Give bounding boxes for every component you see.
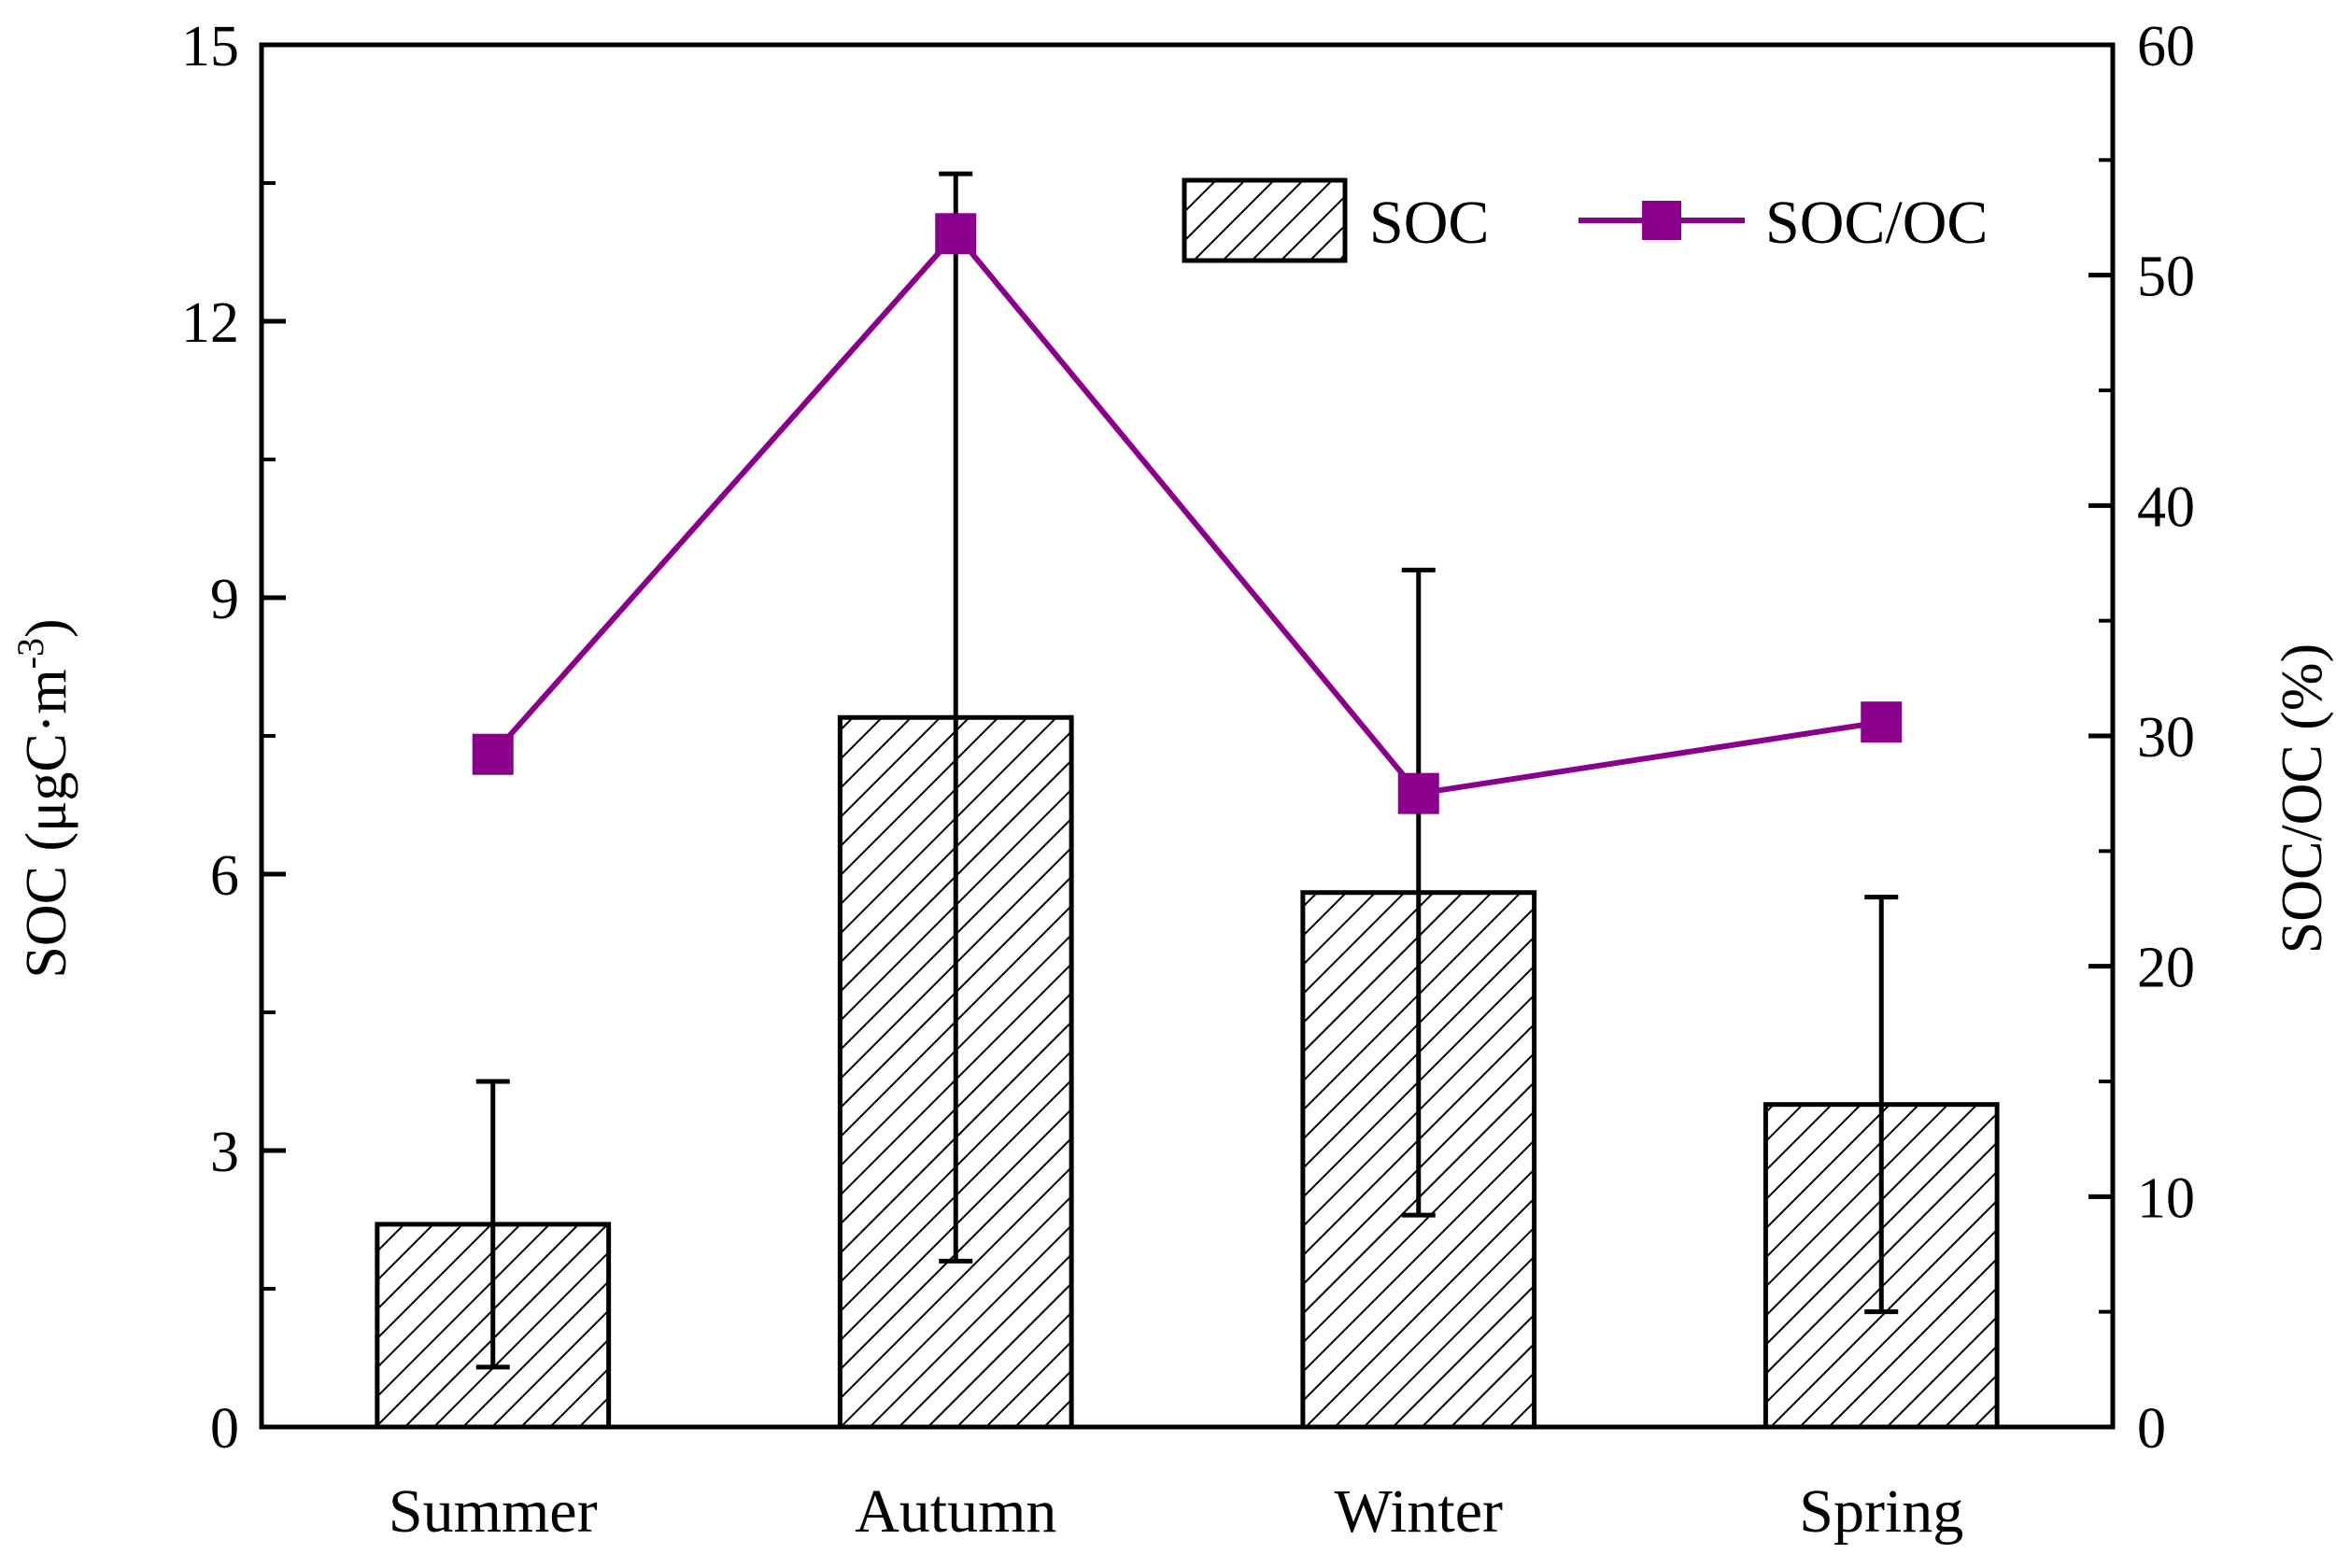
- right-tick-label: 30: [2137, 706, 2195, 770]
- legend-bar-label: SOC: [1369, 189, 1489, 257]
- left-tick-label: 9: [210, 568, 239, 631]
- soc-oc-line-series: [472, 213, 1903, 814]
- category-label-spring: Spring: [1799, 1477, 1963, 1546]
- right-tick-label: 0: [2137, 1397, 2166, 1461]
- soc-bars: [375, 714, 2000, 1430]
- legend-line-marker: [1642, 201, 1681, 240]
- right-tick-label: 10: [2137, 1166, 2195, 1230]
- right-tick-label: 40: [2137, 475, 2195, 539]
- category-labels: Summer Autumn Winter Spring: [389, 1477, 1963, 1546]
- left-tick-label: 6: [210, 844, 239, 908]
- legend-bar-swatch: [1182, 177, 1348, 263]
- legend: SOC SOC/OC: [1182, 177, 1988, 263]
- soc-oc-marker-summer: [472, 733, 514, 775]
- right-tick-label: 60: [2137, 15, 2195, 78]
- legend-line-label: SOC/OC: [1765, 189, 1988, 257]
- soc-error-bars: [475, 171, 1899, 1370]
- right-tick-label: 20: [2137, 937, 2195, 1000]
- soc-oc-line: [490, 229, 1882, 797]
- category-label-autumn: Autumn: [855, 1477, 1056, 1546]
- right-axis-title: SOC/OC (%): [2271, 643, 2334, 954]
- left-tick-label: 0: [210, 1397, 239, 1461]
- right-axis-ticks: 0 10 20 30 40 50 60: [2088, 15, 2195, 1461]
- left-axis-title: SOC (μgC·m-3): [9, 618, 78, 978]
- category-label-summer: Summer: [389, 1477, 598, 1546]
- left-tick-label: 3: [210, 1121, 239, 1184]
- left-tick-label: 12: [181, 291, 239, 355]
- soc-oc-marker-spring: [1861, 701, 1903, 743]
- left-axis-ticks: 0 3 6 9 12 15: [181, 15, 286, 1461]
- soc-oc-marker-winter: [1397, 772, 1439, 814]
- category-label-winter: Winter: [1334, 1477, 1503, 1546]
- left-tick-label: 15: [181, 15, 239, 78]
- right-tick-label: 50: [2137, 246, 2195, 309]
- soc-oc-marker-autumn: [935, 213, 977, 255]
